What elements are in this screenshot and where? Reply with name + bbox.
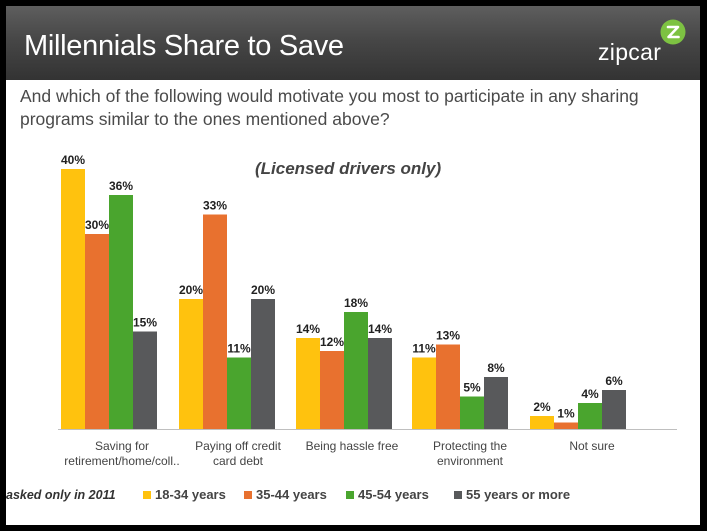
data-label: 20% — [251, 283, 275, 297]
data-label: 13% — [436, 329, 460, 343]
data-label: 15% — [133, 316, 157, 330]
footnote: asked only in 2011 — [6, 488, 116, 502]
data-label: 5% — [463, 381, 481, 395]
data-label: 6% — [605, 374, 623, 388]
data-label: 2% — [533, 400, 551, 414]
bar-18-34-years-4 — [530, 416, 554, 429]
slide-title: Millennials Share to Save — [24, 30, 344, 62]
bar-35-44-years-3 — [436, 344, 460, 429]
zipcar-logo-text: zipcar — [598, 39, 662, 65]
bar-45-54-years-1 — [227, 357, 251, 429]
legend-label: 55 years or more — [466, 487, 571, 502]
data-label: 20% — [179, 283, 203, 297]
category-label: Not sure — [532, 439, 652, 454]
data-label: 33% — [203, 199, 227, 213]
category-label-line: Protecting the — [432, 439, 508, 453]
bar-18-34-years-0 — [61, 169, 85, 429]
category-label-line: card debt — [212, 454, 264, 468]
category-label-line: environment — [436, 454, 504, 468]
legend-swatch — [244, 491, 252, 499]
slide: Millennials Share to Save zipcar And whi… — [6, 6, 700, 525]
bar-35-44-years-0 — [85, 234, 109, 429]
legend-swatch — [454, 491, 462, 499]
category-label-line: Not sure — [569, 439, 615, 453]
data-label: 36% — [109, 179, 133, 193]
data-label: 4% — [581, 387, 599, 401]
category-label: Saving for retirement/home/coll.. — [62, 439, 182, 469]
category-label-line: Saving for — [94, 439, 150, 453]
category-label: Paying off credit card debt — [178, 439, 298, 469]
category-label: Protecting the environment — [410, 439, 530, 469]
bar-18-34-years-3 — [412, 357, 436, 429]
data-label: 40% — [61, 153, 85, 167]
bar-35-44-years-2 — [320, 351, 344, 429]
data-label: 1% — [557, 407, 575, 421]
bar-55-years-or-more-0 — [133, 331, 157, 429]
bar-55-years-or-more-4 — [602, 390, 626, 429]
bar-55-years-or-more-1 — [251, 299, 275, 429]
bar-18-34-years-1 — [179, 299, 203, 429]
data-label: 14% — [368, 322, 392, 336]
bar-45-54-years-0 — [109, 195, 133, 429]
data-label: 11% — [412, 342, 436, 356]
header-bar: Millennials Share to Save zipcar — [6, 6, 700, 80]
legend-label: 35-44 years — [256, 487, 327, 502]
chart-subtitle: (Licensed drivers only) — [255, 159, 442, 178]
bar-35-44-years-4 — [554, 422, 578, 429]
bar-55-years-or-more-2 — [368, 338, 392, 429]
data-label: 12% — [320, 335, 344, 349]
bar-45-54-years-3 — [460, 396, 484, 429]
legend-label: 45-54 years — [358, 487, 429, 502]
bar-chart: 40% 20% 14% 11% 2% 30% 33% 12% 13% 1% 36% 11% 18% 5% 4… — [58, 153, 677, 430]
legend-label: 18-34 years — [155, 487, 226, 502]
legend-swatch — [346, 491, 354, 499]
survey-question: And which of the following would motivat… — [20, 86, 639, 129]
bar-45-54-years-2 — [344, 312, 368, 429]
category-label: Being hassle free — [292, 439, 412, 454]
data-label: 18% — [344, 296, 368, 310]
category-label-line: retirement/home/coll.. — [64, 454, 180, 468]
data-label: 11% — [227, 342, 251, 356]
bar-55-years-or-more-3 — [484, 377, 508, 429]
data-label: 30% — [85, 218, 109, 232]
category-label-line: Being hassle free — [305, 439, 399, 453]
data-label: 8% — [487, 361, 505, 375]
data-label: 14% — [296, 322, 320, 336]
legend-swatch — [143, 491, 151, 499]
category-label-line: Paying off credit — [195, 439, 281, 453]
zipcar-z-leaf-icon — [660, 19, 686, 45]
bar-45-54-years-4 — [578, 403, 602, 429]
bar-35-44-years-1 — [203, 214, 227, 429]
bar-18-34-years-2 — [296, 338, 320, 429]
